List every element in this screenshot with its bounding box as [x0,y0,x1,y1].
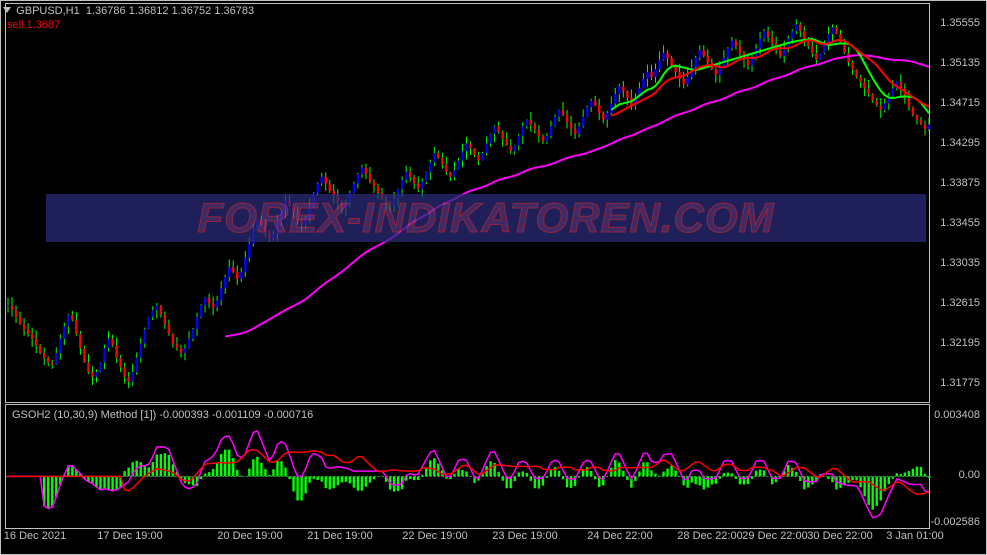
indicator-chart-area[interactable]: GSOH2 (10,30,9) Method [1]) -0.000393 -0… [5,404,930,529]
sell-label: sell 1.3687 [7,19,60,31]
x-tick-label: 24 Dec 22:00 [587,530,652,542]
main-y-axis: 1.31775 1.32195 1.32615 1.33035 1.33455 1.338… [928,3,982,403]
watermark-banner: FOREX-INDIKATOREN.COM [46,194,926,242]
indicator-y-axis: 0.003408 0.00 -0.002586 [928,404,982,529]
y-tick-label: 1.35555 [940,17,980,29]
x-tick-label: 23 Dec 19:00 [492,530,557,542]
y-tick-label: 0.00 [959,469,980,481]
y-tick-label: -0.002586 [930,516,980,528]
y-tick-label: 0.003408 [934,409,980,421]
x-tick-label: 17 Dec 19:00 [97,530,162,542]
x-tick-label: 28 Dec 22:00 [677,530,742,542]
x-tick-label: 22 Dec 19:00 [402,530,467,542]
main-chart-area[interactable]: FOREX-INDIKATOREN.COM [5,3,930,403]
y-tick-label: 1.31775 [940,377,980,389]
indicator-chart-svg [6,405,931,530]
y-tick-label: 1.34715 [940,97,980,109]
x-tick-label: 21 Dec 19:00 [307,530,372,542]
y-tick-label: 1.33875 [940,177,980,189]
ohlc-label: 1.36786 1.36812 1.36752 1.36783 [86,5,254,17]
y-tick-label: 1.33035 [940,257,980,269]
indicator-header: GSOH2 (10,30,9) Method [1]) -0.000393 -0… [12,409,313,421]
x-tick-label: 16 Dec 2021 [4,530,66,542]
x-tick-label: 29 Dec 22:00 [742,530,807,542]
chart-header: GBPUSD,H1 1.36786 1.36812 1.36752 1.3678… [7,5,254,17]
x-tick-label: 3 Jan 01:00 [886,530,944,542]
watermark-text: FOREX-INDIKATOREN.COM [197,194,774,242]
y-tick-label: 1.32195 [940,337,980,349]
chart-window: GBPUSD,H1 1.36786 1.36812 1.36752 1.3678… [0,0,987,555]
y-tick-label: 1.32615 [940,297,980,309]
x-tick-label: 30 Dec 22:00 [807,530,872,542]
y-tick-label: 1.33455 [940,217,980,229]
symbol-label: GBPUSD,H1 [16,5,80,17]
x-tick-label: 20 Dec 19:00 [217,530,282,542]
y-tick-label: 1.34295 [940,137,980,149]
x-axis: 16 Dec 2021 17 Dec 19:00 20 Dec 19:00 21 De… [5,530,930,550]
y-tick-label: 1.35135 [940,57,980,69]
